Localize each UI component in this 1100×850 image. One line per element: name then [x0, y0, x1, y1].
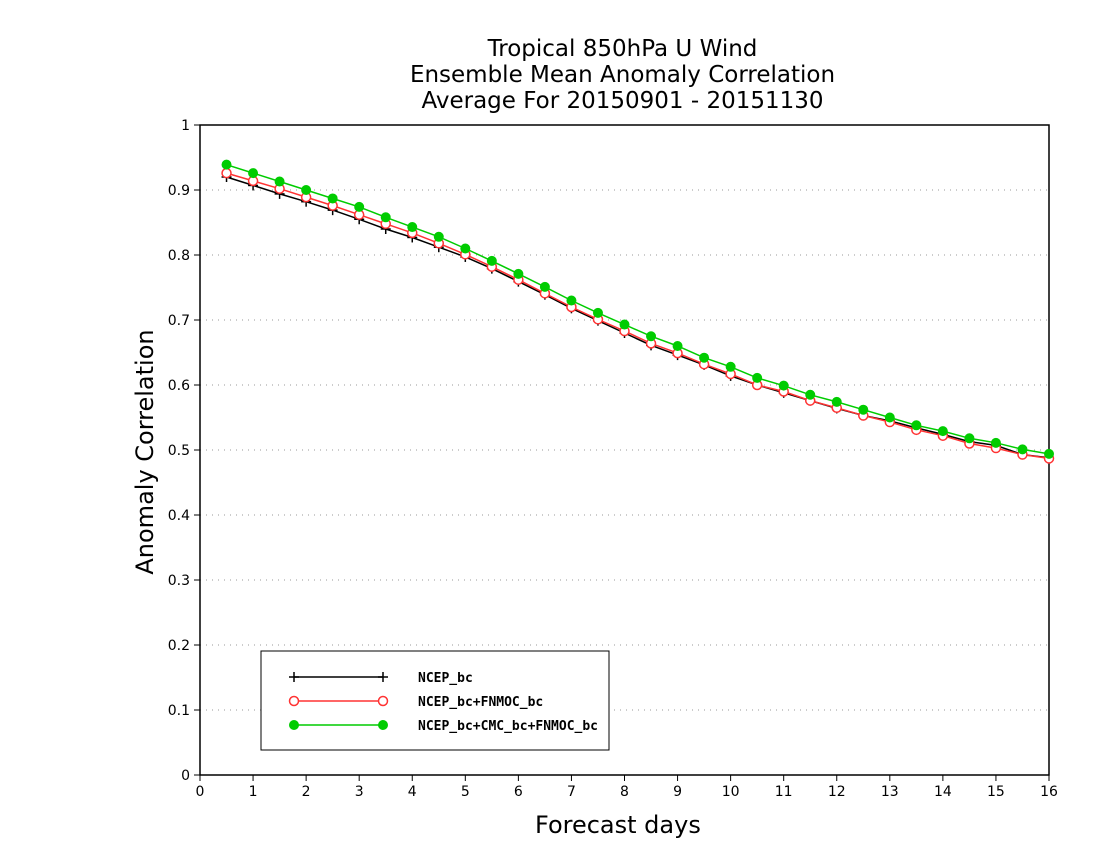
x-tick-label: 10 — [722, 784, 740, 800]
data-point — [592, 307, 603, 318]
data-point — [699, 352, 710, 363]
legend-marker-end — [377, 695, 389, 707]
data-point — [327, 193, 338, 204]
chart-title-line-1: Tropical 850hPa U Wind — [487, 36, 758, 62]
data-point — [937, 426, 948, 437]
legend-label-1: NCEP_bc — [418, 671, 473, 686]
series-line-3 — [226, 163, 1050, 455]
legend-marker-end — [378, 672, 388, 682]
x-tick-label: 3 — [355, 784, 364, 800]
data-point — [354, 201, 365, 212]
data-point — [248, 168, 259, 179]
x-tick-label: 12 — [828, 784, 846, 800]
x-tick-label: 9 — [673, 784, 682, 800]
data-point — [831, 396, 842, 407]
x-tick-label: 6 — [514, 784, 523, 800]
x-tick-label: 1 — [249, 784, 258, 800]
x-tick-label: 7 — [567, 784, 576, 800]
y-tick-label: 0.5 — [168, 443, 190, 459]
legend: NCEP_bc NCEP_bc+FNMOC_bc NCEP_bc+CMC_bc+FN… — [260, 650, 610, 751]
data-point — [964, 433, 975, 444]
data-point — [725, 361, 736, 372]
data-point — [858, 404, 869, 415]
legend-marker-start — [288, 695, 300, 707]
x-tick-label: 11 — [775, 784, 793, 800]
legend-marker-start — [289, 720, 299, 730]
data-point — [911, 420, 922, 431]
x-tick-label: 13 — [881, 784, 899, 800]
y-tick-label: 0.2 — [168, 638, 190, 654]
axis-ticks: 00.10.20.30.40.50.60.70.80.910 1 2 3 4 5 6 7 8 9 1… — [168, 118, 1058, 800]
data-point — [752, 372, 763, 383]
data-point — [1017, 444, 1028, 455]
x-tick-label: 15 — [987, 784, 1005, 800]
data-point — [539, 281, 550, 292]
series-line-1 — [226, 176, 1050, 459]
x-axis-title: Forecast days — [535, 811, 701, 839]
data-point — [433, 231, 444, 242]
y-tick-label: 0.1 — [168, 703, 190, 719]
x-tick-label: 4 — [408, 784, 417, 800]
data-point — [805, 389, 816, 400]
data-point — [646, 331, 657, 342]
x-tick-label: 0 — [196, 784, 205, 800]
data-point — [513, 268, 524, 279]
y-tick-label: 1 — [181, 118, 190, 134]
data-point — [566, 295, 577, 306]
legend-label-2: NCEP_bc+FNMOC_bc — [418, 695, 543, 710]
data-point — [619, 319, 630, 330]
x-tick-label: 16 — [1040, 784, 1058, 800]
data-point — [380, 212, 391, 223]
data-point — [301, 185, 312, 195]
legend-marker-end — [378, 720, 388, 730]
data-point — [990, 437, 1001, 448]
y-tick-label: 0.3 — [168, 573, 190, 589]
x-tick-label: 8 — [620, 784, 629, 800]
data-point — [460, 243, 471, 254]
y-tick-label: 0.6 — [168, 378, 190, 394]
data-point — [778, 380, 789, 391]
data-point — [221, 159, 232, 170]
y-axis-title: Anomaly Correlation — [131, 329, 159, 575]
y-tick-label: 0 — [181, 768, 190, 784]
legend-label-3: NCEP_bc+CMC_bc+FNMOC_bc — [418, 719, 598, 734]
y-tick-label: 0.7 — [168, 313, 190, 329]
data-point — [407, 222, 418, 233]
data-point — [221, 167, 232, 179]
data-point — [672, 341, 683, 351]
data-point — [486, 255, 497, 266]
data-point — [884, 412, 895, 423]
y-tick-label: 0.8 — [168, 248, 190, 264]
chart-title-line-3: Average For 20150901 - 20151130 — [421, 88, 824, 114]
y-tick-label: 0.4 — [168, 508, 190, 524]
x-tick-label: 5 — [461, 784, 470, 800]
chart-title-line-2: Ensemble Mean Anomaly Correlation — [409, 62, 836, 88]
data-point — [274, 176, 285, 187]
x-tick-label: 2 — [302, 784, 311, 800]
grid-lines — [200, 189, 1049, 711]
legend-marker-start — [289, 672, 299, 682]
data-point — [1044, 448, 1054, 459]
y-tick-label: 0.9 — [168, 183, 190, 199]
series-group — [221, 159, 1055, 464]
x-tick-label: 14 — [934, 784, 952, 800]
